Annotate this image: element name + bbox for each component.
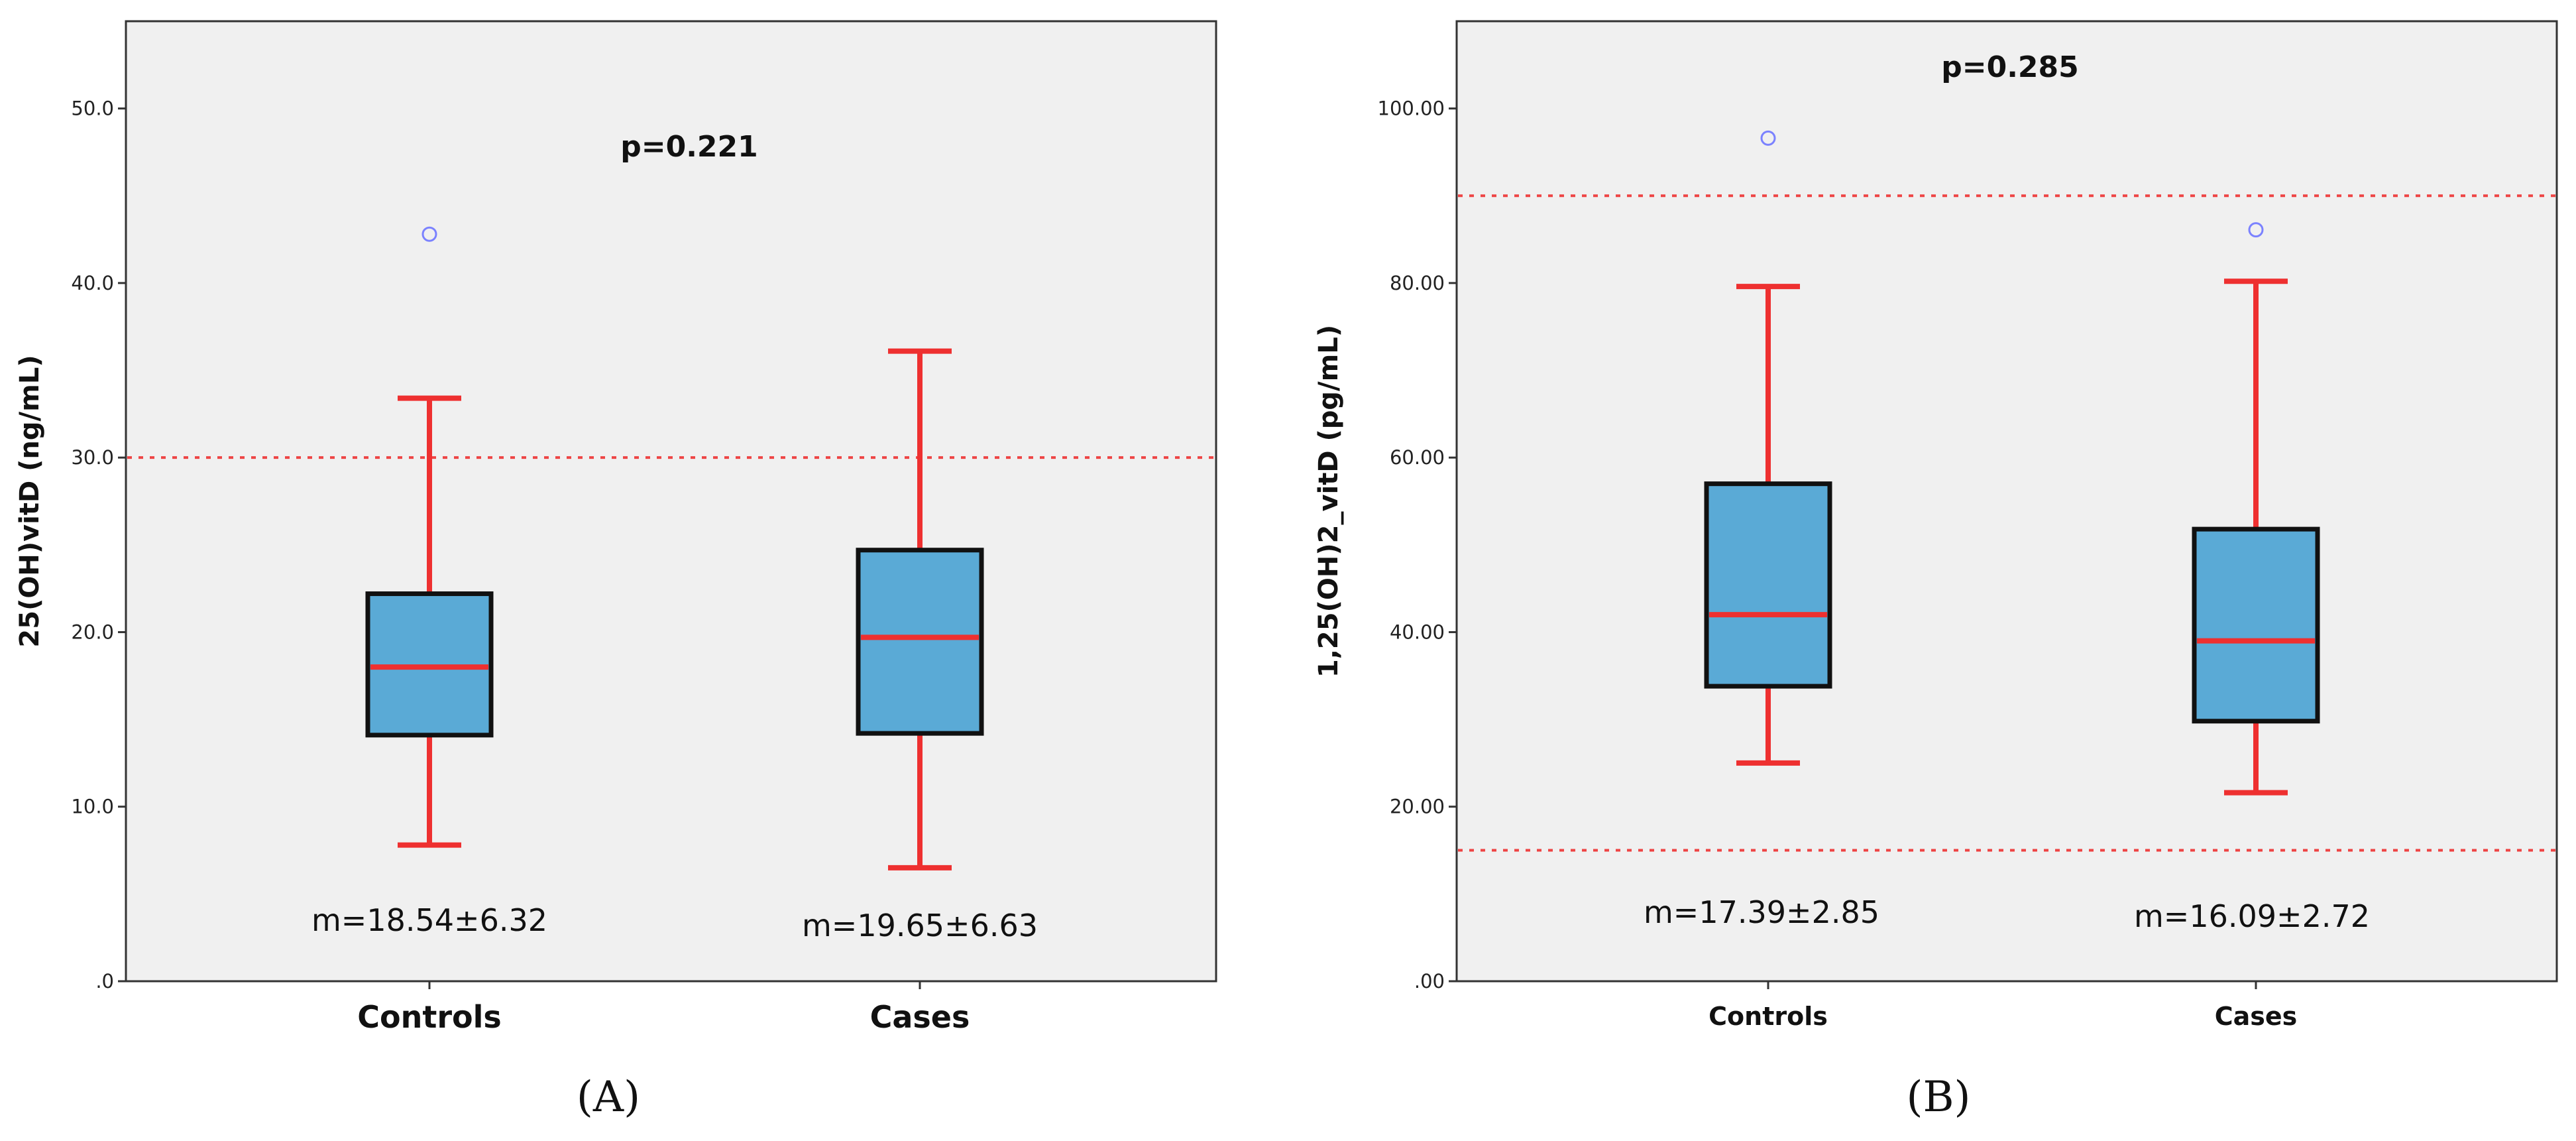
panel-a-controls-mean: m=18.54±6.32 <box>311 902 547 938</box>
y-tick-label: 20.0 <box>71 621 114 643</box>
panel-b-x-label-controls: Controls <box>1708 1002 1828 1031</box>
y-tick-label: 100.00 <box>1378 97 1445 120</box>
panel-a-outliers <box>421 226 437 242</box>
panel-b-box-cases <box>2192 278 2320 796</box>
y-tick-label: 20.00 <box>1390 796 1445 818</box>
panel-b-reference-lines <box>1458 194 2555 852</box>
panel-b-y-axis-label: 1,25(OH)2_vitD (pg/mL) <box>1314 325 1344 678</box>
iqr-box <box>1704 481 1832 689</box>
panel-a-plot-area <box>125 20 1217 983</box>
panel-a-cases-mean: m=19.65±6.63 <box>802 908 1038 943</box>
panel-a-p-value: p=0.221 <box>620 130 758 164</box>
y-tick-label: 30.0 <box>71 446 114 469</box>
y-tick-label: 60.00 <box>1390 446 1445 469</box>
y-tick-label: .00 <box>1414 970 1445 992</box>
panel-b-label: (B) <box>1907 1073 1971 1122</box>
iqr-box <box>2192 526 2320 724</box>
panel-b-cases-mean: m=16.09±2.72 <box>2134 898 2370 934</box>
panel-b: .00 20.00 40.00 60.00 80.00 100.00 1,25(OH)2_… <box>1314 20 2558 1122</box>
panel-b-p-value: p=0.285 <box>1941 50 2079 84</box>
panel-b-x-label-cases: Cases <box>2215 1002 2298 1031</box>
panel-a-x-label-controls: Controls <box>357 999 502 1035</box>
panel-b-controls-mean: m=17.39±2.85 <box>1644 894 1879 930</box>
y-tick-label: 10.0 <box>71 796 114 818</box>
y-tick-label: 40.00 <box>1390 621 1445 643</box>
y-tick-label: 40.0 <box>71 272 114 294</box>
panel-b-outliers <box>1760 130 2264 238</box>
panel-a-box-controls <box>365 395 494 848</box>
iqr-box <box>856 548 984 736</box>
panel-a-label: (A) <box>577 1073 640 1122</box>
outlier-point <box>2248 222 2264 238</box>
panel-a-y-ticks: .0 10.0 20.0 30.0 40.0 50.0 <box>71 97 126 992</box>
y-tick-label: 80.00 <box>1390 272 1445 294</box>
panel-a-y-axis-label: 25(OH)vitD (ng/mL) <box>15 355 45 647</box>
panel-a: .0 10.0 20.0 30.0 40.0 50.0 25(OH)vitD (ng/mL… <box>15 20 1217 1122</box>
y-tick-label: 50.0 <box>71 97 114 120</box>
y-tick-label: .0 <box>95 970 114 992</box>
outlier-point <box>1760 130 1776 146</box>
outlier-point <box>421 226 437 242</box>
panel-a-box-cases <box>856 348 984 871</box>
panel-a-x-label-cases: Cases <box>870 999 970 1035</box>
panel-b-y-ticks: .00 20.00 40.00 60.00 80.00 100.00 <box>1378 97 1457 992</box>
panel-b-plot-area <box>1455 20 2558 983</box>
panel-b-box-controls <box>1704 284 1832 766</box>
